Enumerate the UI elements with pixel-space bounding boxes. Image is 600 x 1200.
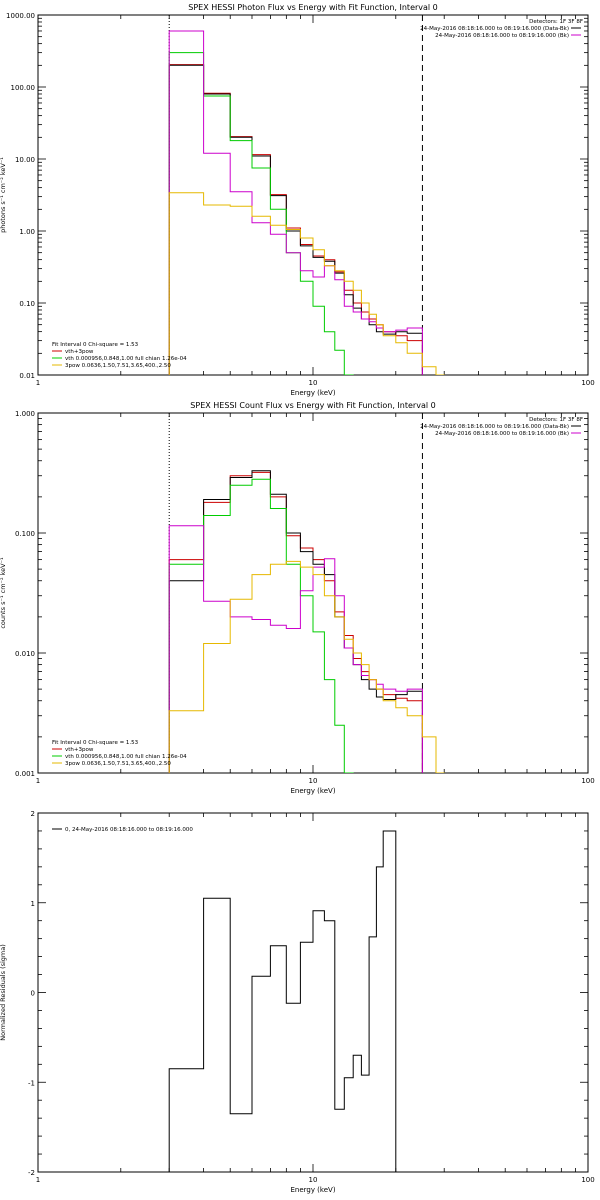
- legend-topright-entry: 24-May-2016 08:18:16.000 to 08:19:16.000…: [435, 431, 569, 437]
- series-5-line: [168, 192, 445, 375]
- legend-bottomleft-entry: 3pow 0.0636,1.50,7.51,3.65,400.,2.50: [65, 761, 171, 767]
- y-axis-label: photons s⁻¹ cm⁻² keV⁻¹: [0, 157, 7, 233]
- legend-bottomleft-entry: vth 0.000956,0.848,1.00 full chian 1.26e…: [65, 754, 187, 760]
- y-axis-label: counts s⁻¹ cm⁻² keV⁻¹: [0, 557, 7, 629]
- y-tick-label: 0.01: [19, 372, 35, 380]
- legend-bottomleft-entry: vth 0.000956,0.848,1.00 full chian 1.26e…: [65, 356, 187, 362]
- series-5-line: [168, 560, 445, 773]
- chart-title: SPEX HESSI Count Flux vs Energy with Fit…: [190, 401, 435, 410]
- y-tick-label: 1: [31, 900, 35, 908]
- series-3-line: [168, 478, 354, 773]
- plot-area: [168, 413, 445, 773]
- legend-topright-entry: 24-May-2016 08:18:16.000 to 08:19:16.000…: [420, 424, 569, 430]
- legend-topleft-entry: 0, 24-May-2016 08:18:16.000 to 08:19:16.…: [65, 827, 193, 833]
- legend-topright-entry: Detectors: 1F 3F 8F: [529, 417, 583, 423]
- series-4-line: [168, 525, 423, 773]
- series-1-line: [168, 830, 397, 1172]
- x-tick-label: 100: [581, 379, 594, 387]
- legend-bottomleft-entry: vth+3pow: [65, 747, 94, 753]
- y-tick-label: -2: [28, 1169, 35, 1177]
- y-tick-label: 0.10: [19, 300, 35, 308]
- y-tick-label: 0.100: [15, 530, 35, 538]
- x-tick-label: 10: [309, 379, 318, 387]
- y-tick-label: 0.010: [15, 650, 35, 658]
- legend-bottomleft-entry: Fit Interval 0 Chi-square = 1.53: [52, 740, 139, 746]
- y-tick-label: 0: [31, 990, 35, 998]
- plot-area: [168, 15, 445, 375]
- x-tick-label: 100: [581, 1176, 594, 1184]
- y-tick-label: 10.00: [15, 156, 35, 164]
- y-tick-label: 2: [31, 810, 35, 818]
- x-axis-label: Energy (keV): [290, 1186, 335, 1194]
- x-axis-label: Energy (keV): [290, 389, 335, 397]
- chart-panel-2: 1 10 100 Energy (keV) 0.001 0.010 0.100 1.000 co…: [0, 401, 595, 795]
- x-tick-label: 1: [36, 1176, 40, 1184]
- y-tick-label: -1: [28, 1079, 35, 1087]
- x-tick-label: 10: [309, 1176, 318, 1184]
- chart-panel-1: 1 10 100 Energy (keV) 0.01 0.10 1.00 10.00 100.0…: [0, 3, 595, 397]
- legend-bottomleft-entry: vth+3pow: [65, 349, 94, 355]
- y-tick-label: 0.001: [15, 770, 35, 778]
- legend-bottomleft-entry: 3pow 0.0636,1.50,7.51,3.65,400.,2.50: [65, 363, 171, 369]
- x-tick-label: 100: [581, 777, 594, 785]
- y-tick-label: 1.00: [19, 228, 35, 236]
- legend-topright-entry: Detectors: 1F 3F 8F: [529, 19, 583, 25]
- y-tick-label: 100.00: [11, 84, 36, 92]
- chart-panel-3: 1 10 100 Energy (keV) -2 -1 0 1 2 Normalized Resi…: [0, 810, 595, 1194]
- y-tick-label: 1000.00: [6, 12, 35, 20]
- x-tick-label: 1: [36, 777, 40, 785]
- y-axis-label: Normalized Residuals (sigma): [0, 944, 7, 1041]
- x-tick-label: 1: [36, 379, 40, 387]
- legend-topright-entry: 24-May-2016 08:18:16.000 to 08:19:16.000…: [435, 33, 569, 39]
- y-tick-label: 1.000: [15, 410, 35, 418]
- x-axis-label: Energy (keV): [290, 787, 335, 795]
- chart-title: SPEX HESSI Photon Flux vs Energy with Fi…: [188, 3, 438, 12]
- plot-area: [168, 830, 397, 1172]
- legend-bottomleft-entry: Fit Interval 0 Chi-square = 1.53: [52, 342, 139, 348]
- legend-topright-entry: 24-May-2016 08:18:16.000 to 08:19:16.000…: [420, 26, 569, 32]
- x-tick-label: 10: [309, 777, 318, 785]
